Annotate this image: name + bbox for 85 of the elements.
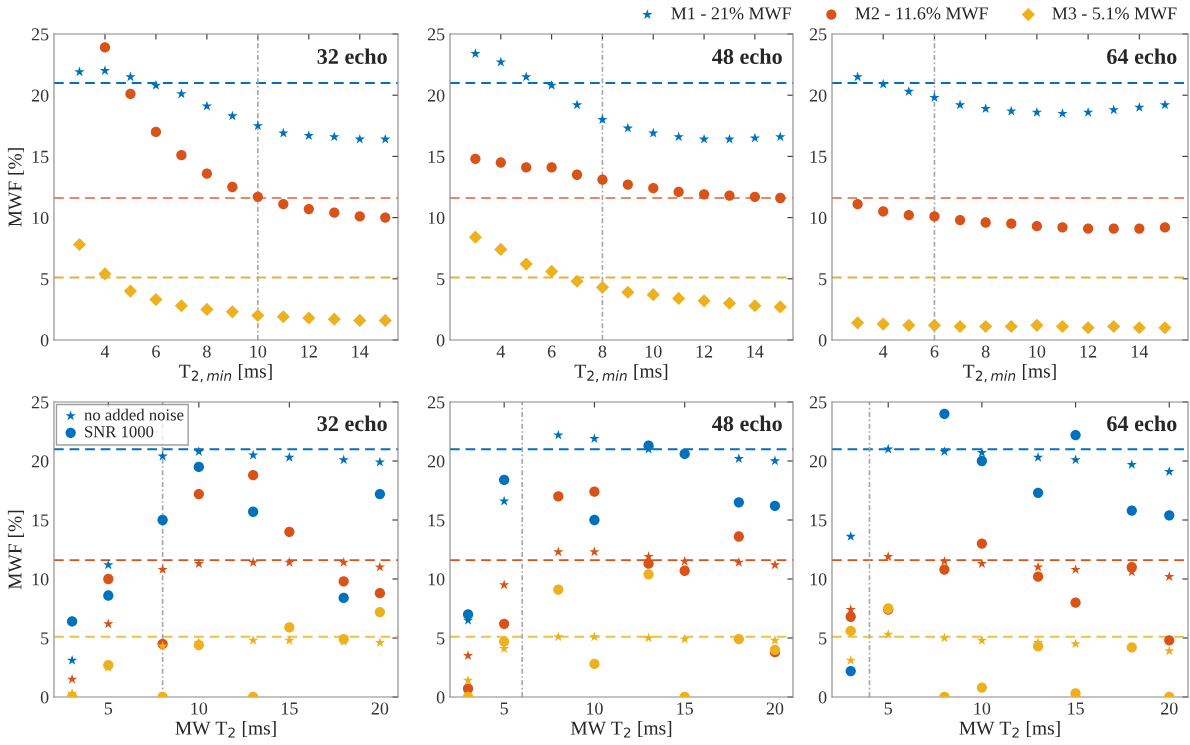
x-axis-title: T$_{2,min}$ [ms] [963, 364, 1056, 383]
y-tick-label: 20 [427, 455, 445, 468]
x-tick-label: 6 [152, 345, 160, 358]
y-tick-label: 5 [437, 273, 445, 286]
y-tick-label: 0 [40, 334, 49, 347]
x-tick-label: 6 [930, 345, 939, 358]
x-tick-label: 20 [1161, 702, 1178, 715]
y-tick-label: 15 [32, 514, 49, 527]
y-tick-label: 0 [436, 334, 445, 347]
y-tick-label: 0 [436, 691, 445, 704]
y-tick-label: 10 [428, 211, 445, 225]
legend-label: M3 - 5.1% MWF [1052, 7, 1177, 20]
x-tick-label: 5 [500, 702, 508, 715]
legend-label: no added noise [84, 408, 184, 421]
x-tick-label: 14 [1131, 345, 1149, 358]
x-tick-label: 8 [981, 345, 990, 358]
x-tick-label: 20 [371, 702, 389, 715]
annotation: 64 echo [1107, 415, 1177, 432]
annotation: 48 echo [712, 415, 782, 432]
x-tick-label: 12 [1080, 345, 1097, 358]
x-tick-label: 5 [884, 702, 893, 715]
y-tick-label: 10 [810, 573, 827, 586]
x-tick-label: 10 [974, 702, 991, 715]
annotation: 48 echo [712, 48, 782, 65]
x-tick-label: 8 [203, 345, 211, 358]
x-tick-label: 4 [496, 345, 506, 358]
y-tick-label: 5 [819, 273, 827, 286]
x-tick-label: 10 [191, 702, 208, 715]
x-axis-title: MW T$_{2}$ [ms] [175, 720, 276, 738]
annotation: 64 echo [1107, 48, 1177, 65]
x-tick-label: 10 [1029, 345, 1046, 358]
y-tick-label: 25 [809, 396, 827, 409]
y-tick-label: 25 [809, 28, 827, 41]
y-tick-label: 25 [427, 28, 445, 41]
y-tick-label: 5 [437, 632, 445, 645]
y-tick-label: 20 [31, 455, 49, 468]
legend-label: M1 - 21% MWF [671, 7, 791, 20]
x-tick-label: 6 [547, 345, 556, 358]
x-tick-label: 10 [645, 345, 662, 358]
y-tick-label: 10 [32, 211, 49, 225]
x-tick-label: 20 [766, 702, 784, 715]
annotation: 32 echo [317, 415, 387, 432]
x-tick-label: 12 [696, 345, 713, 358]
x-tick-label: 4 [879, 345, 888, 358]
y-tick-label: 25 [427, 396, 445, 409]
x-axis-title: MW T$_{2}$ [ms] [570, 720, 672, 738]
x-tick-label: 5 [104, 702, 113, 715]
y-tick-label: 25 [31, 396, 49, 409]
y-tick-label: 15 [428, 514, 445, 527]
y-tick-label: 25 [31, 28, 49, 41]
x-axis-title: MW T$_{2}$ [ms] [959, 720, 1060, 738]
y-tick-label: 20 [427, 89, 445, 102]
x-tick-label: 14 [747, 345, 764, 358]
y-tick-label: 10 [428, 573, 445, 586]
y-tick-label: 0 [818, 691, 827, 704]
x-axis-title: T$_{2,min}$ [ms] [179, 364, 272, 383]
annotation: 32 echo [317, 48, 387, 65]
x-tick-label: 15 [677, 702, 694, 715]
y-tick-label: 15 [428, 150, 445, 163]
y-tick-label: 20 [31, 89, 49, 102]
y-tick-label: 15 [32, 150, 49, 163]
x-tick-label: 10 [250, 345, 267, 358]
y-tick-label: 10 [810, 211, 827, 225]
y-tick-label: 0 [818, 334, 827, 347]
y-tick-label: 15 [810, 150, 827, 163]
x-tick-label: 4 [100, 345, 110, 358]
y-tick-label: 5 [41, 632, 49, 645]
y-axis-title: MWF [%] [7, 148, 24, 227]
y-axis-title: MWF [%] [7, 510, 24, 590]
x-axis-title: T$_{2,min}$ [ms] [574, 364, 668, 383]
y-tick-label: 20 [809, 455, 827, 468]
x-tick-label: 12 [301, 345, 317, 358]
y-tick-label: 10 [32, 573, 49, 586]
x-tick-label: 14 [352, 345, 369, 358]
x-tick-label: 15 [1068, 702, 1084, 715]
y-tick-label: 20 [809, 89, 827, 102]
y-tick-label: 5 [819, 632, 827, 645]
y-tick-label: 15 [810, 514, 827, 527]
legend-label: M2 - 11.6% MWF [855, 7, 988, 20]
y-tick-label: 0 [40, 691, 49, 704]
x-tick-label: 8 [598, 345, 607, 358]
x-tick-label: 10 [586, 702, 603, 715]
legend-label: SNR 1000 [85, 426, 154, 438]
x-tick-label: 15 [281, 702, 298, 715]
y-tick-label: 5 [41, 273, 49, 286]
